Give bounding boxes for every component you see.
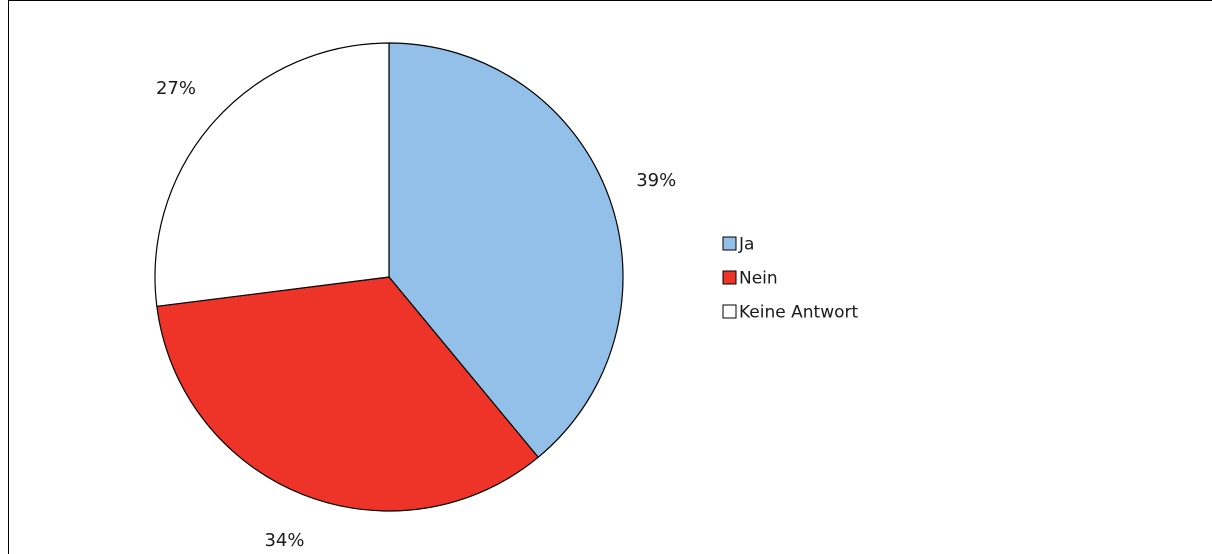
- slice-label-nein: 34%: [264, 530, 304, 551]
- pie-slice-nein: [156, 276, 539, 512]
- legend-swatch-nein: [722, 270, 737, 285]
- pie-slice-keine-antwort: [154, 42, 390, 307]
- legend: Ja Nein Keine Antwort: [722, 235, 858, 323]
- slice-labels: 39% 34% 27%: [156, 78, 676, 551]
- legend-swatch-ja: [722, 236, 737, 251]
- pie-slice-ja: [388, 42, 624, 458]
- legend-label-ja: Ja: [738, 235, 754, 255]
- chart-frame: [8, 0, 1212, 554]
- slice-label-keine-antwort: 27%: [156, 78, 196, 99]
- slice-label-ja: 39%: [636, 170, 676, 191]
- legend-swatch-keine-antwort: [722, 304, 737, 319]
- legend-label-keine-antwort: Keine Antwort: [739, 303, 858, 323]
- pie-slices: [154, 42, 624, 512]
- legend-label-nein: Nein: [739, 269, 778, 289]
